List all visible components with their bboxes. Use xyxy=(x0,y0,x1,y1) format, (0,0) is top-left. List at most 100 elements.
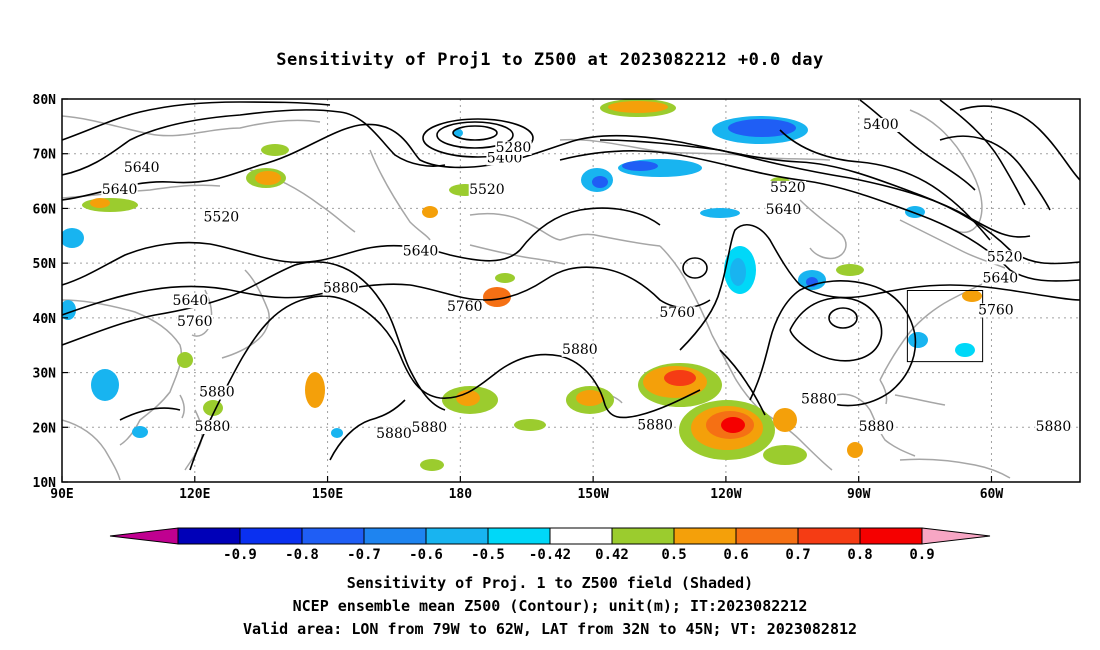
contour-label-bg xyxy=(198,385,236,400)
contour-line xyxy=(779,129,991,241)
shade-positive xyxy=(847,442,863,458)
contour-line xyxy=(682,257,708,279)
contour-label: 5640 xyxy=(766,202,802,218)
colorbar-label: -0.42 xyxy=(529,547,571,563)
colorbar-label: 0.7 xyxy=(785,547,810,563)
lat-tick-label: 20N xyxy=(33,421,57,436)
caption-shaded: Sensitivity of Proj. 1 to Z500 field (Sh… xyxy=(346,574,754,592)
contour-line xyxy=(62,261,446,411)
coastline-taiwan xyxy=(179,394,185,419)
coastline-indochina xyxy=(62,419,121,481)
contour-label-bg xyxy=(411,421,448,436)
shade-positive xyxy=(456,390,480,406)
contour-label-bg xyxy=(101,183,138,198)
colorbar-label: -0.5 xyxy=(471,547,505,563)
contour-line xyxy=(62,207,661,286)
colorbar-label: 0.42 xyxy=(595,547,629,563)
shade-positive xyxy=(495,273,515,283)
shade-positive xyxy=(261,144,289,156)
contour-label-bg xyxy=(765,202,802,217)
coastline-florida xyxy=(879,379,888,405)
contour-label: 5280 xyxy=(496,140,532,156)
shade-positive xyxy=(721,417,745,433)
contour-line xyxy=(422,118,534,158)
lon-tick-label: 150E xyxy=(312,487,343,502)
lat-tick-label: 60N xyxy=(33,202,57,217)
colorbar-label: 0.9 xyxy=(909,547,934,563)
colorbar-box xyxy=(797,527,861,545)
contour-line xyxy=(959,105,1080,181)
colorbar-label: 0.6 xyxy=(723,547,748,563)
shade-negative xyxy=(728,119,796,137)
shade-negative xyxy=(91,369,119,401)
contour-line xyxy=(62,109,446,176)
valid-area-box xyxy=(906,290,984,363)
contour-label: 5640 xyxy=(403,243,439,259)
colorbar-box xyxy=(735,527,799,545)
coastline-california xyxy=(711,334,761,411)
contour-label-bg xyxy=(203,210,240,225)
coastline-alaska xyxy=(469,212,661,247)
contour-line xyxy=(452,125,498,141)
contour-line xyxy=(789,296,883,362)
shade-positive xyxy=(422,206,438,218)
contour-label-bg xyxy=(194,420,231,435)
contour-label: 5400 xyxy=(863,117,899,133)
shade-negative xyxy=(331,428,343,438)
contour-label: 5760 xyxy=(177,314,213,330)
longitude-axis: 90E 120E 150E 180 150W 120W 90W 60W xyxy=(50,476,1003,502)
shade-negative xyxy=(730,258,746,286)
shade-positive xyxy=(576,390,604,406)
contour-label: 5640 xyxy=(102,182,138,198)
contour-label-bg xyxy=(495,140,532,155)
contour-line xyxy=(62,101,331,141)
contour-label: 5640 xyxy=(983,271,1019,287)
colorbar-max-arrow xyxy=(921,527,991,545)
coastline-japan xyxy=(221,269,270,359)
contour-label-bg xyxy=(402,244,439,259)
contour-label-bg xyxy=(561,342,599,357)
shade-negative xyxy=(453,129,463,137)
shade-negative xyxy=(62,228,84,248)
colorbar-label: 0.5 xyxy=(661,547,686,563)
contour-line xyxy=(679,224,1080,351)
contour-line xyxy=(939,135,1051,211)
colorbar: -0.9 -0.8 -0.7 -0.6 -0.5 -0.42 0.42 0.5 0.6 0.7 0.… xyxy=(109,527,991,563)
colorbar-label: -0.9 xyxy=(223,547,257,563)
contour-line xyxy=(749,280,917,407)
contour-label: 5760 xyxy=(978,302,1014,318)
contour-label: 5520 xyxy=(469,182,505,198)
shade-positive xyxy=(255,171,281,185)
contour-line xyxy=(859,99,976,191)
contour-label-bg xyxy=(375,427,413,442)
contour-label: 5640 xyxy=(124,160,160,176)
sensitivity-shading xyxy=(62,99,982,471)
contour-label: 5520 xyxy=(987,249,1023,265)
colorbar-box xyxy=(363,527,427,545)
contour-label: 5880 xyxy=(199,385,235,401)
coastline-us-east xyxy=(879,277,996,381)
contour-label: 5880 xyxy=(376,426,412,442)
coastline-canada-arctic xyxy=(559,138,831,161)
coastline-kamchatka xyxy=(369,149,431,241)
contour-label: 5760 xyxy=(659,305,695,321)
coastline-aleutians xyxy=(469,244,566,265)
lon-tick-label: 120W xyxy=(710,487,741,502)
contour-line xyxy=(329,399,406,461)
latitude-axis: 80N 70N 60N 50N 40N 30N 20N 10N xyxy=(33,93,68,491)
shade-negative xyxy=(622,161,658,171)
caption-valid-area: Valid area: LON from 79W to 62W, LAT fro… xyxy=(242,620,858,638)
contour-line xyxy=(828,307,858,329)
contour-line xyxy=(62,266,711,316)
lon-tick-label: 60W xyxy=(980,487,1004,502)
contour-label: 5880 xyxy=(412,420,448,436)
contour-label-bg xyxy=(769,180,807,195)
contour-label-bg xyxy=(468,183,506,198)
colorbar-box xyxy=(859,527,923,545)
colorbar-box xyxy=(301,527,365,545)
colorbar-label: -0.8 xyxy=(285,547,319,563)
shade-negative xyxy=(700,208,740,218)
contour-line xyxy=(436,121,514,149)
contour-line xyxy=(189,295,701,471)
